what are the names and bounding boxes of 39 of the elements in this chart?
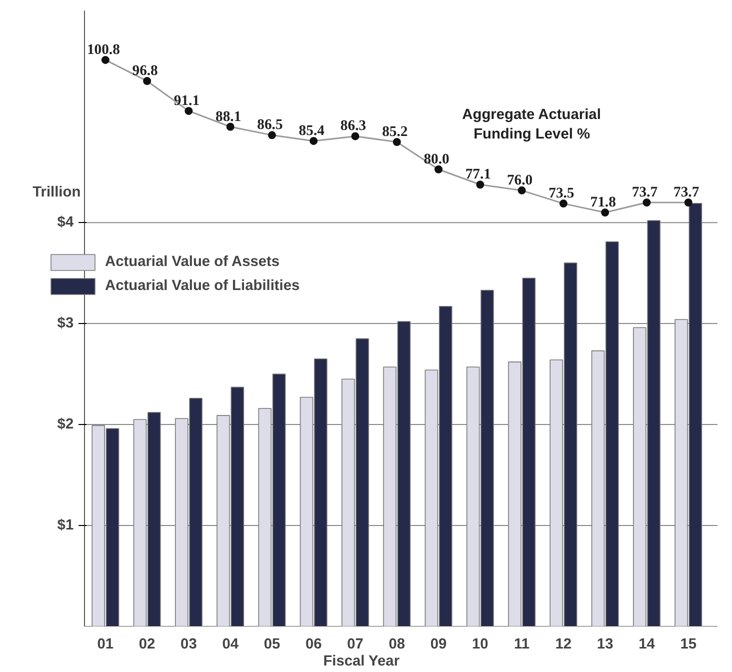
data-label: 88.1 [216, 108, 242, 125]
data-label: 85.4 [298, 122, 326, 139]
y-tick-label: $4 [57, 214, 74, 231]
data-label: 96.8 [132, 62, 158, 79]
x-tick-label: 13 [596, 636, 614, 652]
x-tick-label: 14 [638, 636, 656, 652]
y-tick-label: $1 [57, 518, 74, 534]
data-label: 73.7 [632, 184, 658, 201]
data-label: 71.8 [590, 194, 616, 210]
x-tick-label: 10 [472, 636, 488, 652]
x-tick-label: 15 [680, 636, 697, 652]
data-label: 80.0 [424, 151, 450, 168]
x-tick-label: 08 [388, 636, 406, 652]
y-axis-title: Trillion [32, 184, 81, 201]
data-label: 86.5 [257, 117, 283, 134]
data-label: 91.1 [174, 92, 200, 109]
x-tick-label: 02 [138, 636, 156, 652]
x-tick-label: 09 [430, 636, 447, 652]
x-tick-label: 03 [180, 636, 197, 652]
x-tick-label: 07 [347, 636, 364, 652]
x-tick-label: 11 [514, 636, 530, 652]
legend-label: Actuarial Value of Assets [105, 254, 280, 270]
x-tick-label: 05 [264, 636, 280, 652]
data-label: 85.2 [382, 124, 408, 140]
data-label: 73.7 [674, 184, 700, 201]
x-tick-label: 04 [222, 636, 240, 652]
data-label: 77.1 [465, 166, 491, 183]
x-tick-label: 01 [97, 636, 114, 652]
data-label: 76.0 [506, 172, 533, 188]
data-label: 73.5 [548, 186, 574, 202]
y-tick-label: $2 [57, 416, 74, 433]
x-tick-label: 06 [305, 636, 322, 652]
data-label: 100.8 [86, 42, 120, 58]
legend-label: Actuarial Value of Liabilities [105, 278, 300, 294]
x-tick-label: 12 [555, 636, 572, 652]
text: Aggregate Actuarial Funding Level % [462, 107, 601, 142]
data-label: 86.3 [340, 118, 366, 134]
y-tick-label: $3 [57, 316, 74, 332]
x-axis-title: Fiscal Year [323, 654, 400, 670]
